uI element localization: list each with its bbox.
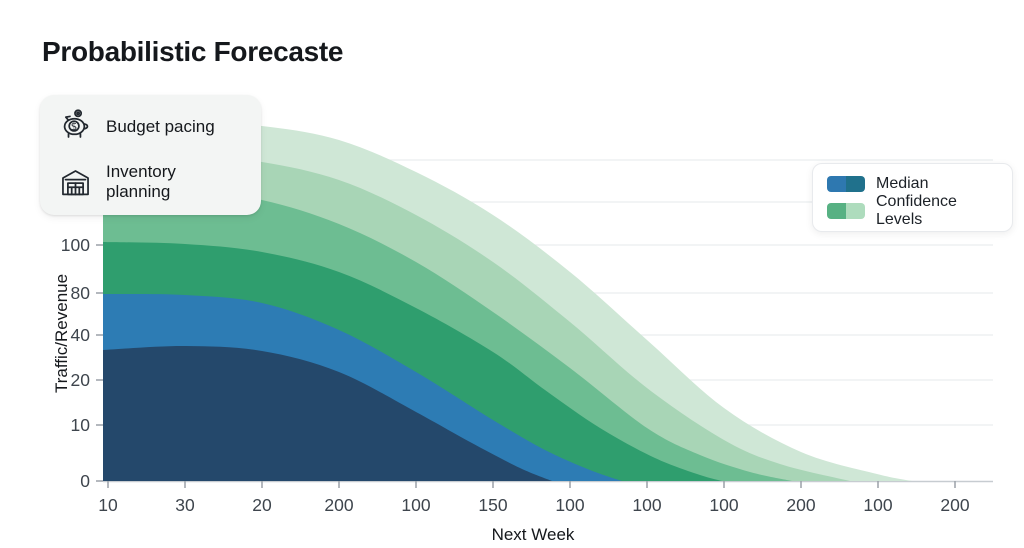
info-item-budget-pacing: $ Budget pacing	[57, 108, 244, 145]
y-tick-label: 10	[71, 415, 91, 435]
x-tick-label: 20	[252, 495, 272, 515]
y-axis-title: Traffic/Revenue	[52, 273, 71, 393]
legend-item-median[interactable]: Median	[827, 175, 998, 193]
y-tick-label: 0	[80, 471, 90, 491]
x-tick-label: 100	[555, 495, 584, 515]
info-card: $ Budget pacing Inventory planning	[40, 95, 261, 215]
axis-ticks: 10 30 20 200 100 150 100 100 100 200 100 2001008040…	[61, 235, 970, 515]
info-item-label: Inventory planning	[106, 162, 176, 201]
y-tick-label: 20	[71, 370, 91, 390]
band-navy-median	[103, 345, 552, 481]
warehouse-icon	[62, 169, 89, 195]
median-swatch-icon	[827, 176, 865, 192]
confidence-bands	[103, 120, 912, 481]
legend-item-confidence-levels[interactable]: Confidence Levels	[827, 193, 998, 229]
x-tick-label: 200	[940, 495, 969, 515]
page-title: Probabilistic Forecaste	[42, 36, 344, 67]
y-tick-label: 80	[71, 283, 91, 303]
x-tick-label: 200	[786, 495, 815, 515]
x-tick-label: 100	[632, 495, 661, 515]
piggy-bank-icon: $	[63, 109, 89, 138]
info-item-inventory-planning: Inventory planning	[57, 162, 244, 202]
x-tick-label: 100	[863, 495, 892, 515]
chart-legend: Median Confidence Levels	[812, 163, 1013, 232]
x-tick-label: 100	[709, 495, 738, 515]
x-tick-label: 30	[175, 495, 195, 515]
legend-item-label: Confidence Levels	[876, 193, 957, 228]
x-tick-label: 200	[324, 495, 353, 515]
legend-item-label: Median	[876, 175, 929, 192]
y-tick-label: 100	[61, 235, 90, 255]
svg-text:$: $	[71, 121, 78, 133]
x-axis-title: Next Week	[491, 525, 575, 544]
x-tick-label: 150	[478, 495, 507, 515]
x-tick-label: 10	[98, 495, 118, 515]
confidence-swatch-icon	[827, 203, 865, 219]
x-tick-label: 100	[401, 495, 430, 515]
info-item-label: Budget pacing	[106, 116, 215, 136]
y-tick-label: 40	[71, 325, 91, 345]
